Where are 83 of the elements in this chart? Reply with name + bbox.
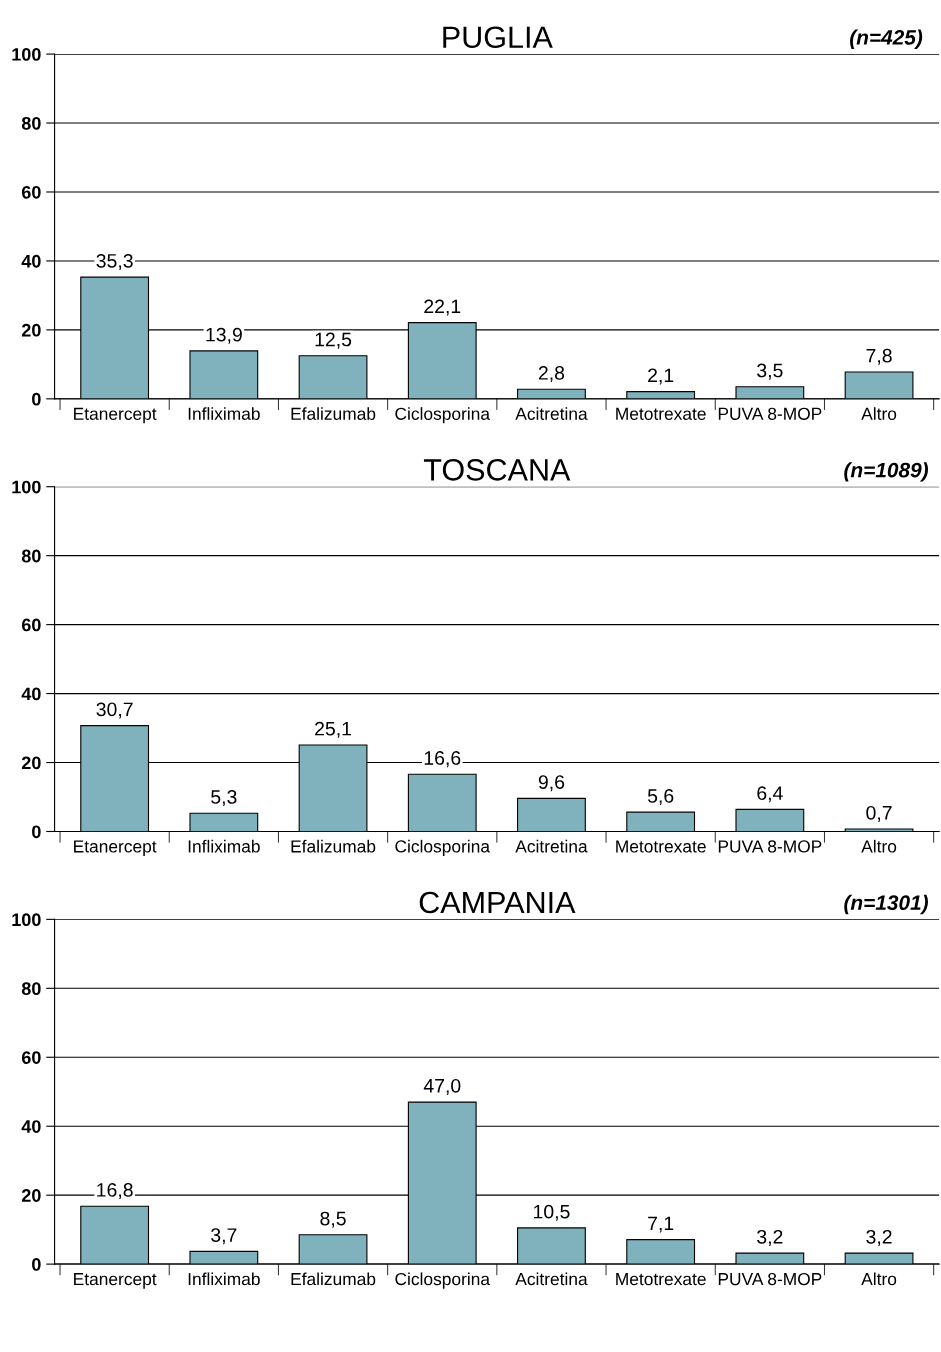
data-label: 47,0 (423, 1078, 461, 1095)
data-label: 25,1 (315, 721, 352, 738)
x-tick-label: Acitretina (515, 407, 588, 420)
data-label: 35,3 (96, 253, 133, 271)
x-tick-label: Altro (861, 839, 897, 853)
x-tick-label: Altro (861, 1272, 897, 1286)
chart-title: CAMPANIA (419, 891, 576, 914)
x-tick-label: Infliximab (188, 1272, 260, 1286)
data-label: 22,1 (424, 299, 461, 316)
data-label: 3,2 (866, 1229, 892, 1246)
data-label: 2,1 (648, 368, 674, 385)
bar (735, 808, 805, 832)
x-tick-label: PUVA 8-MOP (718, 407, 822, 420)
text: (n=1301) (844, 894, 928, 915)
data-label: 8,5 (320, 1211, 346, 1228)
y-tick-label: 60 (21, 1051, 41, 1064)
data-label: 13,9 (206, 327, 242, 344)
data-label: 3,2 (757, 1229, 783, 1246)
data-label: 2,8 (538, 366, 565, 383)
x-tick-label: Efalizumab (291, 407, 376, 420)
data-label: 7,1 (648, 1216, 674, 1233)
x-tick-label: Metotrexate (616, 407, 706, 420)
x-tick-label: Metotrexate (616, 1273, 706, 1286)
y-tick-label: 80 (21, 116, 41, 130)
text: (n=425) (850, 29, 923, 49)
data-label: 0,7 (866, 805, 892, 822)
bar (189, 812, 259, 832)
x-tick-label: Efalizumab (291, 1272, 376, 1286)
data-label: 3,7 (211, 1228, 237, 1245)
chart-title: TOSCANA (423, 459, 571, 481)
data-label: 7,8 (866, 348, 892, 365)
x-tick-label: Altro (861, 407, 897, 420)
x-tick-label: Acitretina (515, 839, 588, 853)
y-tick-label: 20 (21, 323, 41, 337)
y-tick-label: 40 (21, 254, 41, 268)
data-label: 12,5 (315, 332, 352, 349)
data-label: 3,5 (757, 363, 783, 380)
bar (189, 350, 259, 399)
bar (735, 386, 805, 399)
x-tick-label: Ciclosporina (395, 407, 491, 424)
x-tick-label: PUVA 8-MOP (718, 840, 822, 853)
y-tick-label: 80 (21, 982, 41, 996)
chart-title: PUGLIA (443, 26, 553, 49)
data-label: 16,8 (97, 1183, 133, 1200)
x-tick-label: Etanercept (74, 1273, 157, 1289)
bar (844, 828, 914, 832)
y-tick-label: 20 (21, 1189, 41, 1202)
y-tick-label: 40 (21, 687, 41, 701)
bar (298, 355, 368, 399)
y-tick-label: 0 (32, 825, 41, 839)
y-tick-label: 60 (21, 618, 41, 632)
data-label: 6,4 (757, 786, 783, 803)
x-tick-label: Acitretina (515, 1272, 588, 1286)
bar (626, 811, 696, 832)
y-tick-label: 100 (12, 48, 41, 61)
data-label: 16,6 (424, 751, 461, 768)
x-tick-label: Etanercept (74, 840, 157, 856)
y-tick-label: 100 (12, 480, 41, 494)
y-tick-label: 0 (32, 392, 41, 406)
y-tick-label: 40 (21, 1120, 41, 1133)
data-label: 9,6 (538, 775, 565, 792)
x-tick-label: Infliximab (188, 407, 260, 420)
bar (844, 371, 914, 399)
x-tick-label: Metotrexate (616, 840, 706, 853)
data-label: 5,6 (647, 789, 674, 806)
bar (626, 391, 696, 399)
y-tick-label: 20 (21, 756, 41, 770)
y-tick-label: 80 (21, 549, 41, 563)
text: (n=1089) (844, 462, 928, 482)
x-tick-label: Etanercept (74, 407, 157, 424)
y-tick-label: 60 (21, 185, 41, 199)
data-label: 30,7 (96, 702, 133, 719)
bar (407, 773, 477, 832)
x-tick-label: Infliximab (188, 839, 260, 853)
x-tick-label: Ciclosporina (395, 839, 491, 856)
x-tick-label: PUVA 8-MOP (718, 1272, 822, 1286)
data-label: 5,3 (211, 790, 237, 807)
y-tick-label: 100 (12, 913, 41, 927)
x-tick-label: Ciclosporina (395, 1272, 491, 1289)
x-tick-label: Efalizumab (291, 839, 376, 853)
data-label: 10,5 (534, 1204, 570, 1221)
bar (517, 797, 586, 832)
y-tick-label: 0 (32, 1258, 41, 1271)
